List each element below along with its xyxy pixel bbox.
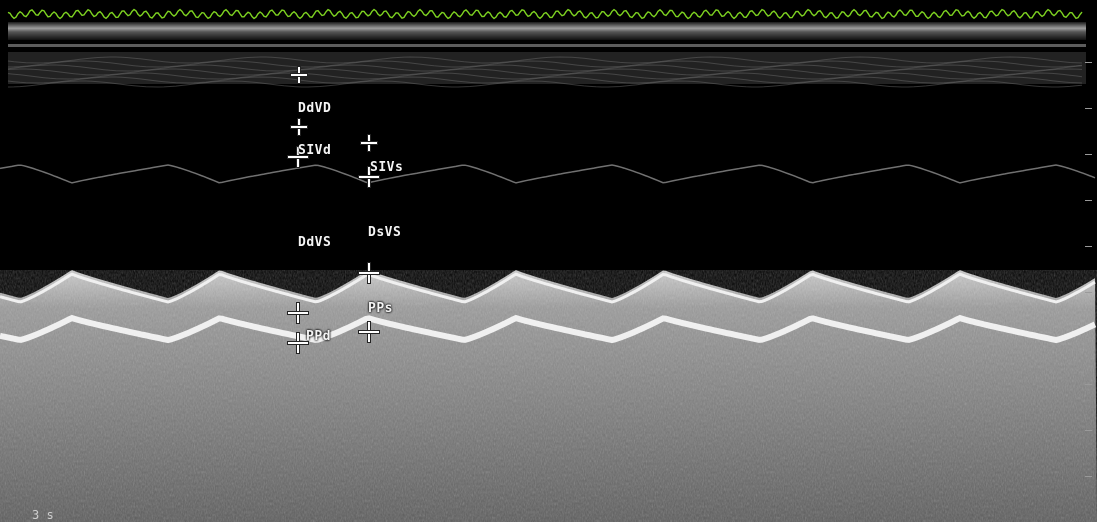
depth-tick <box>1085 108 1092 109</box>
label-sivs: SIVs <box>370 160 404 175</box>
caliper-crosshair[interactable] <box>359 322 379 342</box>
label-ddvs: DdVS <box>298 235 332 250</box>
caliper-crosshair[interactable] <box>291 67 307 83</box>
rv-speckle-line <box>7 68 1083 76</box>
label-pps: PPs <box>368 301 393 316</box>
depth-tick <box>1085 154 1092 155</box>
caliper-crosshair[interactable] <box>291 119 307 135</box>
depth-tick <box>1085 384 1092 385</box>
depth-tick <box>1085 430 1092 431</box>
depth-tick <box>1085 62 1092 63</box>
time-scale-label: 3 s <box>32 508 54 522</box>
rv-speckle-line <box>7 80 1083 88</box>
depth-tick <box>1085 292 1092 293</box>
label-dsvs: DsVS <box>368 225 402 240</box>
caliper-crosshair[interactable] <box>288 333 308 353</box>
rv-wall-echo <box>7 56 1083 88</box>
rv-speckle-line <box>7 56 1083 64</box>
rv-speckle-line <box>7 76 1083 84</box>
rv-speckle-line <box>7 60 1083 68</box>
label-ppd: PPd <box>306 329 331 344</box>
caliper-crosshair[interactable] <box>359 263 379 283</box>
caliper-crosshair[interactable] <box>359 167 379 187</box>
endocardium-line <box>0 272 1096 304</box>
caliper-crosshair[interactable] <box>361 135 377 151</box>
rv-speckle-line <box>7 72 1083 80</box>
depth-tick <box>1085 338 1092 339</box>
septum-line <box>0 164 1096 184</box>
caliper-crosshair[interactable] <box>288 147 308 167</box>
rv-speckle-line <box>7 64 1083 72</box>
ecg-trace <box>7 8 1083 20</box>
epicardium-line <box>0 314 1097 344</box>
depth-tick <box>1085 246 1092 247</box>
label-sivd: SIVd <box>298 143 332 158</box>
depth-tick <box>1085 476 1092 477</box>
depth-tick <box>1085 200 1092 201</box>
label-ddvd: DdVD <box>298 101 332 116</box>
caliper-crosshair[interactable] <box>288 303 308 323</box>
